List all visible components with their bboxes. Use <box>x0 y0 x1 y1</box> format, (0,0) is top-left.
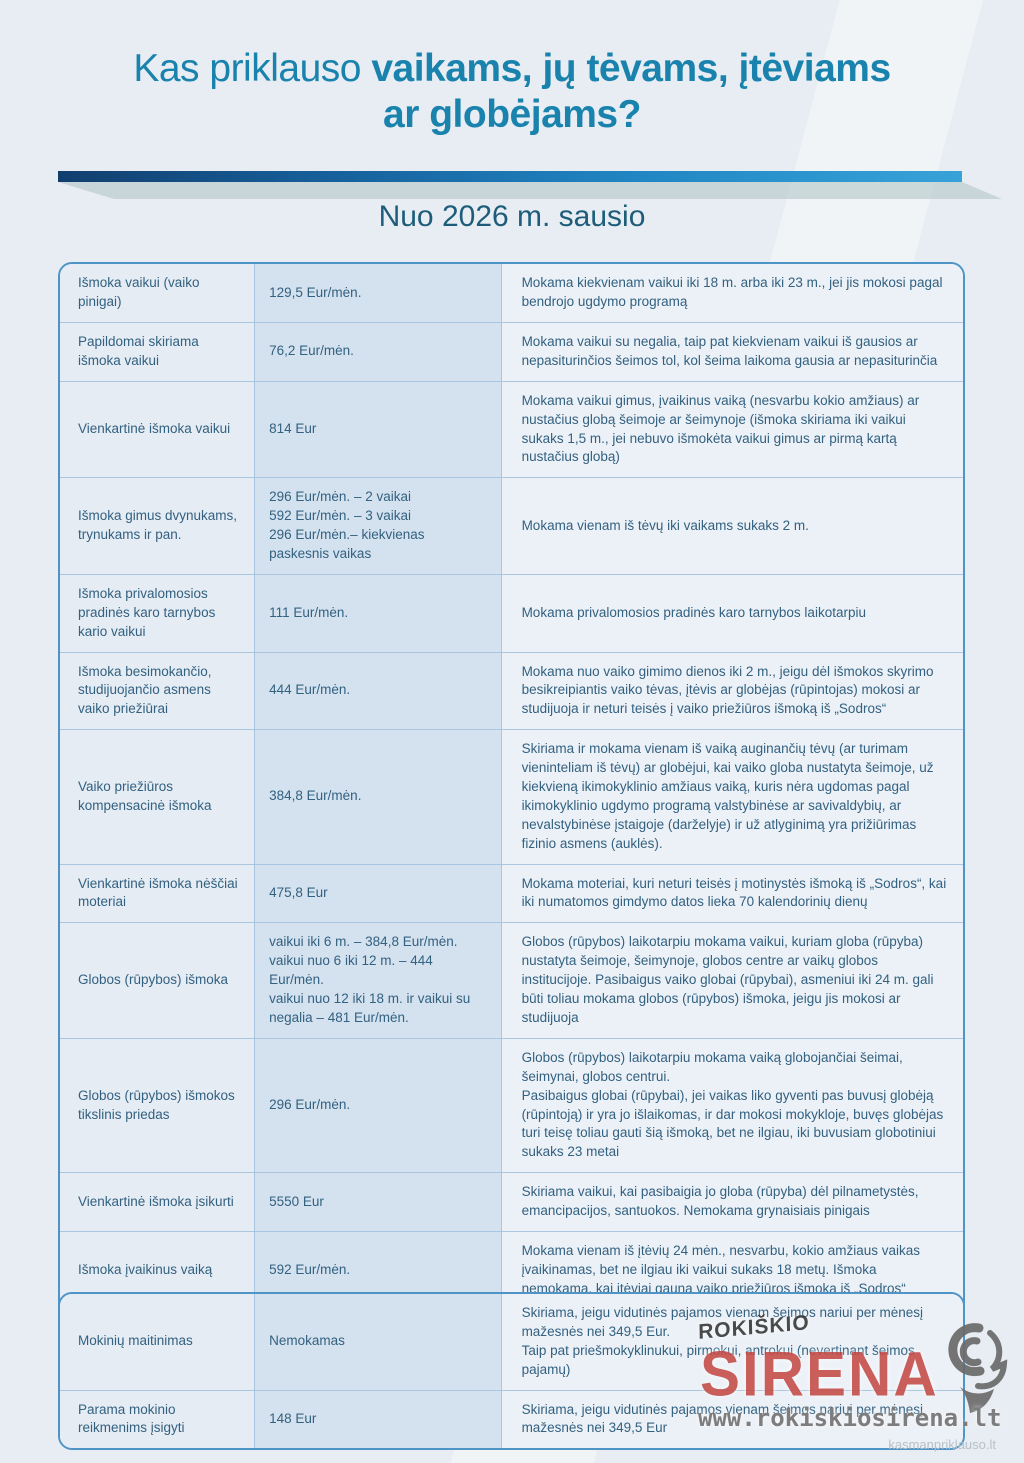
benefit-name-cell: Išmoka besimokančio, studijuojančio asme… <box>60 652 255 730</box>
benefit-name-cell: Globos (rūpybos) išmoka <box>60 923 255 1038</box>
benefit-amount-cell: 384,8 Eur/mėn. <box>254 730 502 864</box>
table-row: Vienkartinė išmoka vaikui 814 Eur Mokama… <box>60 380 963 478</box>
page-title-bold-line1: vaikams, jų tėvams, įtėviams <box>371 47 891 90</box>
benefit-amount-cell: 5550 Eur <box>254 1173 502 1231</box>
benefit-description-cell: Mokama kiekvienam vaikui iki 18 m. arba … <box>501 264 963 322</box>
benefit-name-cell: Papildomai skiriama išmoka vaikui <box>60 323 255 381</box>
benefit-description-cell: Skiriama, jeigu vidutinės pajamos vienam… <box>501 1390 963 1449</box>
table-row: Globos (rūpybos) išmokos tikslinis pried… <box>60 1037 963 1173</box>
benefit-description-cell: Skiriama, jeigu vidutinės pajamos vienam… <box>501 1294 963 1390</box>
benefit-amount-cell: 475,8 Eur <box>254 864 502 923</box>
table-row: Išmoka privalomosios pradinės karo tarny… <box>60 573 963 652</box>
table-row: Vaiko priežiūros kompensacinė išmoka 384… <box>60 729 963 864</box>
benefit-amount-cell: 76,2 Eur/mėn. <box>254 323 502 381</box>
watermark-credit: kasmanpriklauso.lt <box>888 1437 996 1452</box>
benefit-description-cell: Skiriama ir mokama vienam iš vaiką augin… <box>501 730 963 864</box>
benefit-description-cell: Mokama vienam iš tėvų iki vaikams sukaks… <box>501 478 963 574</box>
benefit-name-cell: Išmoka privalomosios pradinės karo tarny… <box>60 574 255 652</box>
benefit-description-cell: Mokama moteriai, kuri neturi teisės į mo… <box>501 864 963 923</box>
title-divider-bar <box>58 171 962 182</box>
page-title: Kas priklauso vaikams, jų tėvams, įtėvia… <box>50 46 974 138</box>
benefit-name-cell: Vaiko priežiūros kompensacinė išmoka <box>60 730 255 864</box>
benefit-description-cell: Skiriama vaikui, kai pasibaigia jo globa… <box>501 1173 963 1231</box>
benefit-name-cell: Vienkartinė išmoka nėščiai moteriai <box>60 864 255 923</box>
benefits-table: Išmoka vaikui (vaiko pinigai) 129,5 Eur/… <box>58 262 965 1370</box>
benefit-name-cell: Vienkartinė išmoka vaikui <box>60 381 255 478</box>
benefit-description-cell: Mokama vaikui su negalia, taip pat kiekv… <box>501 323 963 381</box>
benefit-name-cell: Globos (rūpybos) išmokos tikslinis pried… <box>60 1038 255 1173</box>
watermark-url: www.rokiskiosirena.lt <box>698 1404 1002 1432</box>
benefit-name-cell: Mokinių maitinimas <box>60 1294 255 1390</box>
benefit-amount-cell: Nemokamas <box>254 1294 502 1390</box>
table-row: Mokinių maitinimas Nemokamas Skiriama, j… <box>60 1294 963 1390</box>
benefit-amount-cell: 814 Eur <box>254 381 502 478</box>
benefit-description-cell: Mokama nuo vaiko gimimo dienos iki 2 m.,… <box>501 652 963 730</box>
benefit-amount-cell: 296 Eur/mėn. <box>254 1038 502 1173</box>
table-row: Vienkartinė išmoka nėščiai moteriai 475,… <box>60 863 963 923</box>
benefit-name-cell: Vienkartinė išmoka įsikurti <box>60 1173 255 1231</box>
benefit-amount-cell: 111 Eur/mėn. <box>254 574 502 652</box>
benefit-name-cell: Išmoka vaikui (vaiko pinigai) <box>60 264 255 322</box>
benefit-name-cell: Išmoka gimus dvynukams, trynukams ir pan… <box>60 478 255 574</box>
table-row: Papildomai skiriama išmoka vaikui 76,2 E… <box>60 322 963 381</box>
table-row: Vienkartinė išmoka įsikurti 5550 Eur Ski… <box>60 1172 963 1231</box>
benefit-name-cell: Parama mokinio reikmenims įsigyti <box>60 1390 255 1449</box>
benefit-description-cell: Globos (rūpybos) laikotarpiu mokama vaik… <box>501 923 963 1038</box>
table-row: Išmoka besimokančio, studijuojančio asme… <box>60 651 963 730</box>
benefit-amount-cell: 296 Eur/mėn. – 2 vaikai 592 Eur/mėn. – 3… <box>254 478 502 574</box>
benefit-amount-cell: 129,5 Eur/mėn. <box>254 264 502 322</box>
benefit-amount-cell: 444 Eur/mėn. <box>254 652 502 730</box>
table-row: Išmoka gimus dvynukams, trynukams ir pan… <box>60 477 963 574</box>
page-title-bold-line2: ar globėjams? <box>383 93 641 137</box>
page-title-light-part: Kas priklauso <box>133 47 361 90</box>
watermark-brand-sirena: SIRENA <box>700 1339 939 1410</box>
benefit-amount-cell: 148 Eur <box>254 1390 502 1449</box>
benefit-description-cell: Mokama vaikui gimus, įvaikinus vaiką (ne… <box>501 381 963 478</box>
school-support-table: Mokinių maitinimas Nemokamas Skiriama, j… <box>58 1292 965 1451</box>
benefit-description-cell: Mokama privalomosios pradinės karo tarny… <box>501 574 963 652</box>
section-heading-from-2026: Nuo 2026 m. sausio <box>378 200 646 233</box>
benefit-amount-cell: vaikui iki 6 m. – 384,8 Eur/mėn. vaikui … <box>254 923 502 1038</box>
siren-logo-icon <box>948 1323 1008 1413</box>
title-divider-shadow <box>58 182 1002 199</box>
table-row: Globos (rūpybos) išmoka vaikui iki 6 m. … <box>60 922 963 1038</box>
table-row: Parama mokinio reikmenims įsigyti 148 Eu… <box>60 1389 963 1449</box>
benefit-description-cell: Globos (rūpybos) laikotarpiu mokama vaik… <box>501 1038 963 1173</box>
table-row: Išmoka vaikui (vaiko pinigai) 129,5 Eur/… <box>60 264 963 322</box>
